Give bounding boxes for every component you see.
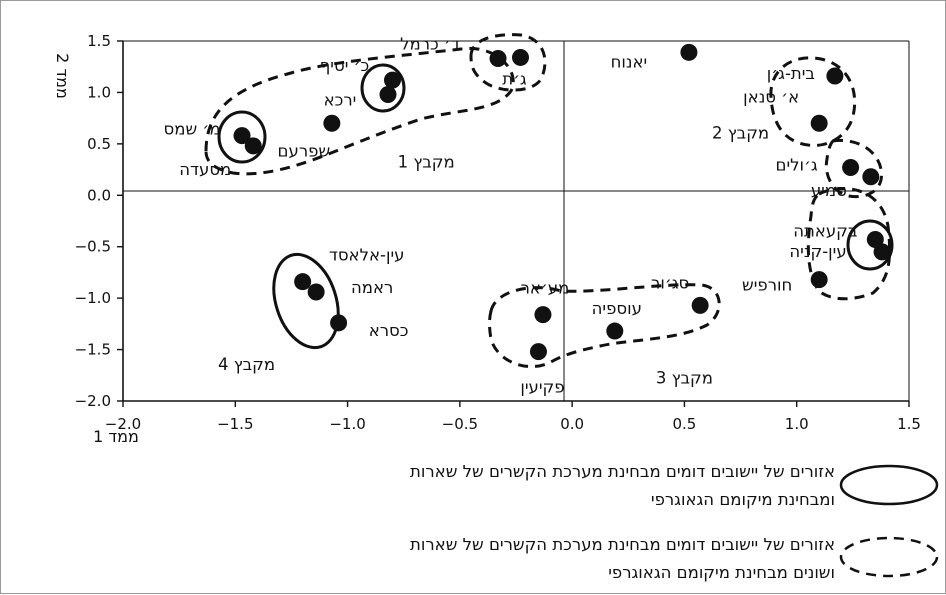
cluster-label: מקבץ 4: [218, 355, 275, 374]
cluster-label: מקבץ 1: [398, 152, 455, 171]
solid-ring-ramah: [272, 252, 340, 350]
legend-dashed-ellipse-icon: [839, 536, 939, 578]
point-label: חורפיש: [742, 276, 792, 295]
x-tick-label: −2.0: [105, 415, 141, 433]
legend-solid-line2: ומבחינת מיקומם הגאוגרפי: [650, 490, 835, 509]
legend-solid-ellipse-icon: [839, 464, 939, 506]
point-label: שפרעם: [278, 141, 331, 160]
dashed-ring-beitjan: [769, 56, 857, 147]
legend-dashed-line2: ושונים מבחינת מיקומם הגאוגרפי: [608, 563, 835, 582]
point-label: סג׳ור: [651, 273, 689, 292]
data-point: [244, 137, 262, 155]
data-point: [862, 168, 880, 186]
point-label: מסעדה: [179, 160, 231, 179]
point-label: ד׳ כרמל: [400, 34, 460, 53]
solid-ring-mshams: [217, 110, 267, 164]
point-label: עין-קניה: [789, 242, 846, 261]
data-point: [810, 114, 828, 132]
x-tick-label: 0.5: [672, 415, 696, 433]
point-label: סמיע: [811, 181, 847, 200]
point-label: ירכא: [324, 90, 357, 109]
legend-dashed-line1: אזורים של יישובים דומים מבחינת מערכת הקש…: [410, 535, 835, 554]
point-label: ג׳ולים: [776, 156, 818, 175]
point-label: עין-אלאסד: [329, 246, 405, 265]
point-label: כסרא: [369, 321, 409, 340]
point-label: בית-ג׳ן: [767, 64, 815, 83]
dashed-cluster-1: [204, 46, 515, 176]
y-tick-label: −2.0: [75, 392, 111, 410]
y-tick-label: −1.0: [75, 289, 111, 307]
data-point: [511, 48, 529, 66]
solid-ring-kyasif: [360, 63, 406, 113]
data-point: [680, 43, 698, 61]
x-tick-label: −0.5: [442, 415, 478, 433]
x-tick-label: 1.5: [897, 415, 921, 433]
point-label: א׳ סנאן: [743, 87, 799, 106]
x-tick-label: 0.0: [560, 415, 584, 433]
solid-ring-beqaata: [846, 219, 894, 271]
data-point: [330, 314, 348, 332]
legend-solid-text: אזורים של יישובים דומים מבחינת מערכת הקש…: [155, 458, 835, 514]
dashed-ring-julis: [824, 138, 883, 199]
data-point: [873, 243, 891, 261]
y-tick-label: 1.5: [87, 32, 111, 50]
data-point: [489, 49, 507, 67]
y-tick-label: 0.0: [87, 186, 111, 204]
x-tick-label: −1.5: [217, 415, 253, 433]
y-tick-label: 1.0: [87, 83, 111, 101]
point-label: בקעאתה: [793, 222, 857, 241]
cluster-label: מקבץ 2: [712, 124, 769, 143]
point-label: פקיעין: [520, 378, 564, 397]
data-point: [606, 322, 624, 340]
data-points: [233, 43, 891, 361]
data-point: [810, 271, 828, 289]
y-axis-label: ממד 2: [53, 53, 72, 99]
dashed-ring-carmel: [469, 33, 547, 92]
data-point: [323, 114, 341, 132]
x-tick-label: 1.0: [785, 415, 809, 433]
point-label: מ׳ שמס: [164, 120, 221, 139]
data-point: [529, 343, 547, 361]
legend-dashed-text: אזורים של יישובים דומים מבחינת מערכת הקש…: [155, 531, 835, 587]
data-point: [383, 71, 401, 89]
y-tick-label: 0.5: [87, 135, 111, 153]
x-axis-label: ממד 1: [93, 427, 139, 446]
data-point: [307, 283, 325, 301]
cluster-label: מקבץ 3: [656, 368, 713, 387]
cluster-enclosures: [204, 33, 894, 369]
data-point: [379, 85, 397, 103]
point-label: מע׳אר: [521, 279, 570, 298]
cluster-labels: מקבץ 1 מקבץ 2 מקבץ 3 מקבץ 4: [218, 124, 769, 388]
point-label: יאנוח: [611, 52, 648, 71]
point-label: עוספיה: [592, 299, 642, 318]
y-tick-label: −0.5: [75, 238, 111, 256]
x-tick-label: −1.0: [329, 415, 365, 433]
data-point: [826, 67, 844, 85]
data-point: [534, 306, 552, 324]
legend-solid-line1: אזורים של יישובים דומים מבחינת מערכת הקש…: [410, 462, 835, 481]
dashed-ring-hurfeish: [806, 187, 892, 301]
data-point: [691, 296, 709, 314]
y-tick-label: −1.5: [75, 341, 111, 359]
point-label: ראמה: [351, 278, 393, 297]
point-label: כ׳ יסיף: [320, 56, 369, 75]
point-labels: ד׳ כרמל ג׳ת כ׳ יסיף ירכא שפרעם מ׳ שמס מסעדה יאנ…: [164, 34, 858, 396]
axis-ticks: −2.0 −1.5 −1.0 −0.5 0.0 0.5 1.0 1.5 1.5 1.0 0.5 0.0…: [75, 32, 921, 433]
data-point: [233, 127, 251, 145]
data-point: [842, 159, 860, 177]
data-point: [294, 273, 312, 291]
point-label: ג׳ת: [502, 69, 527, 88]
